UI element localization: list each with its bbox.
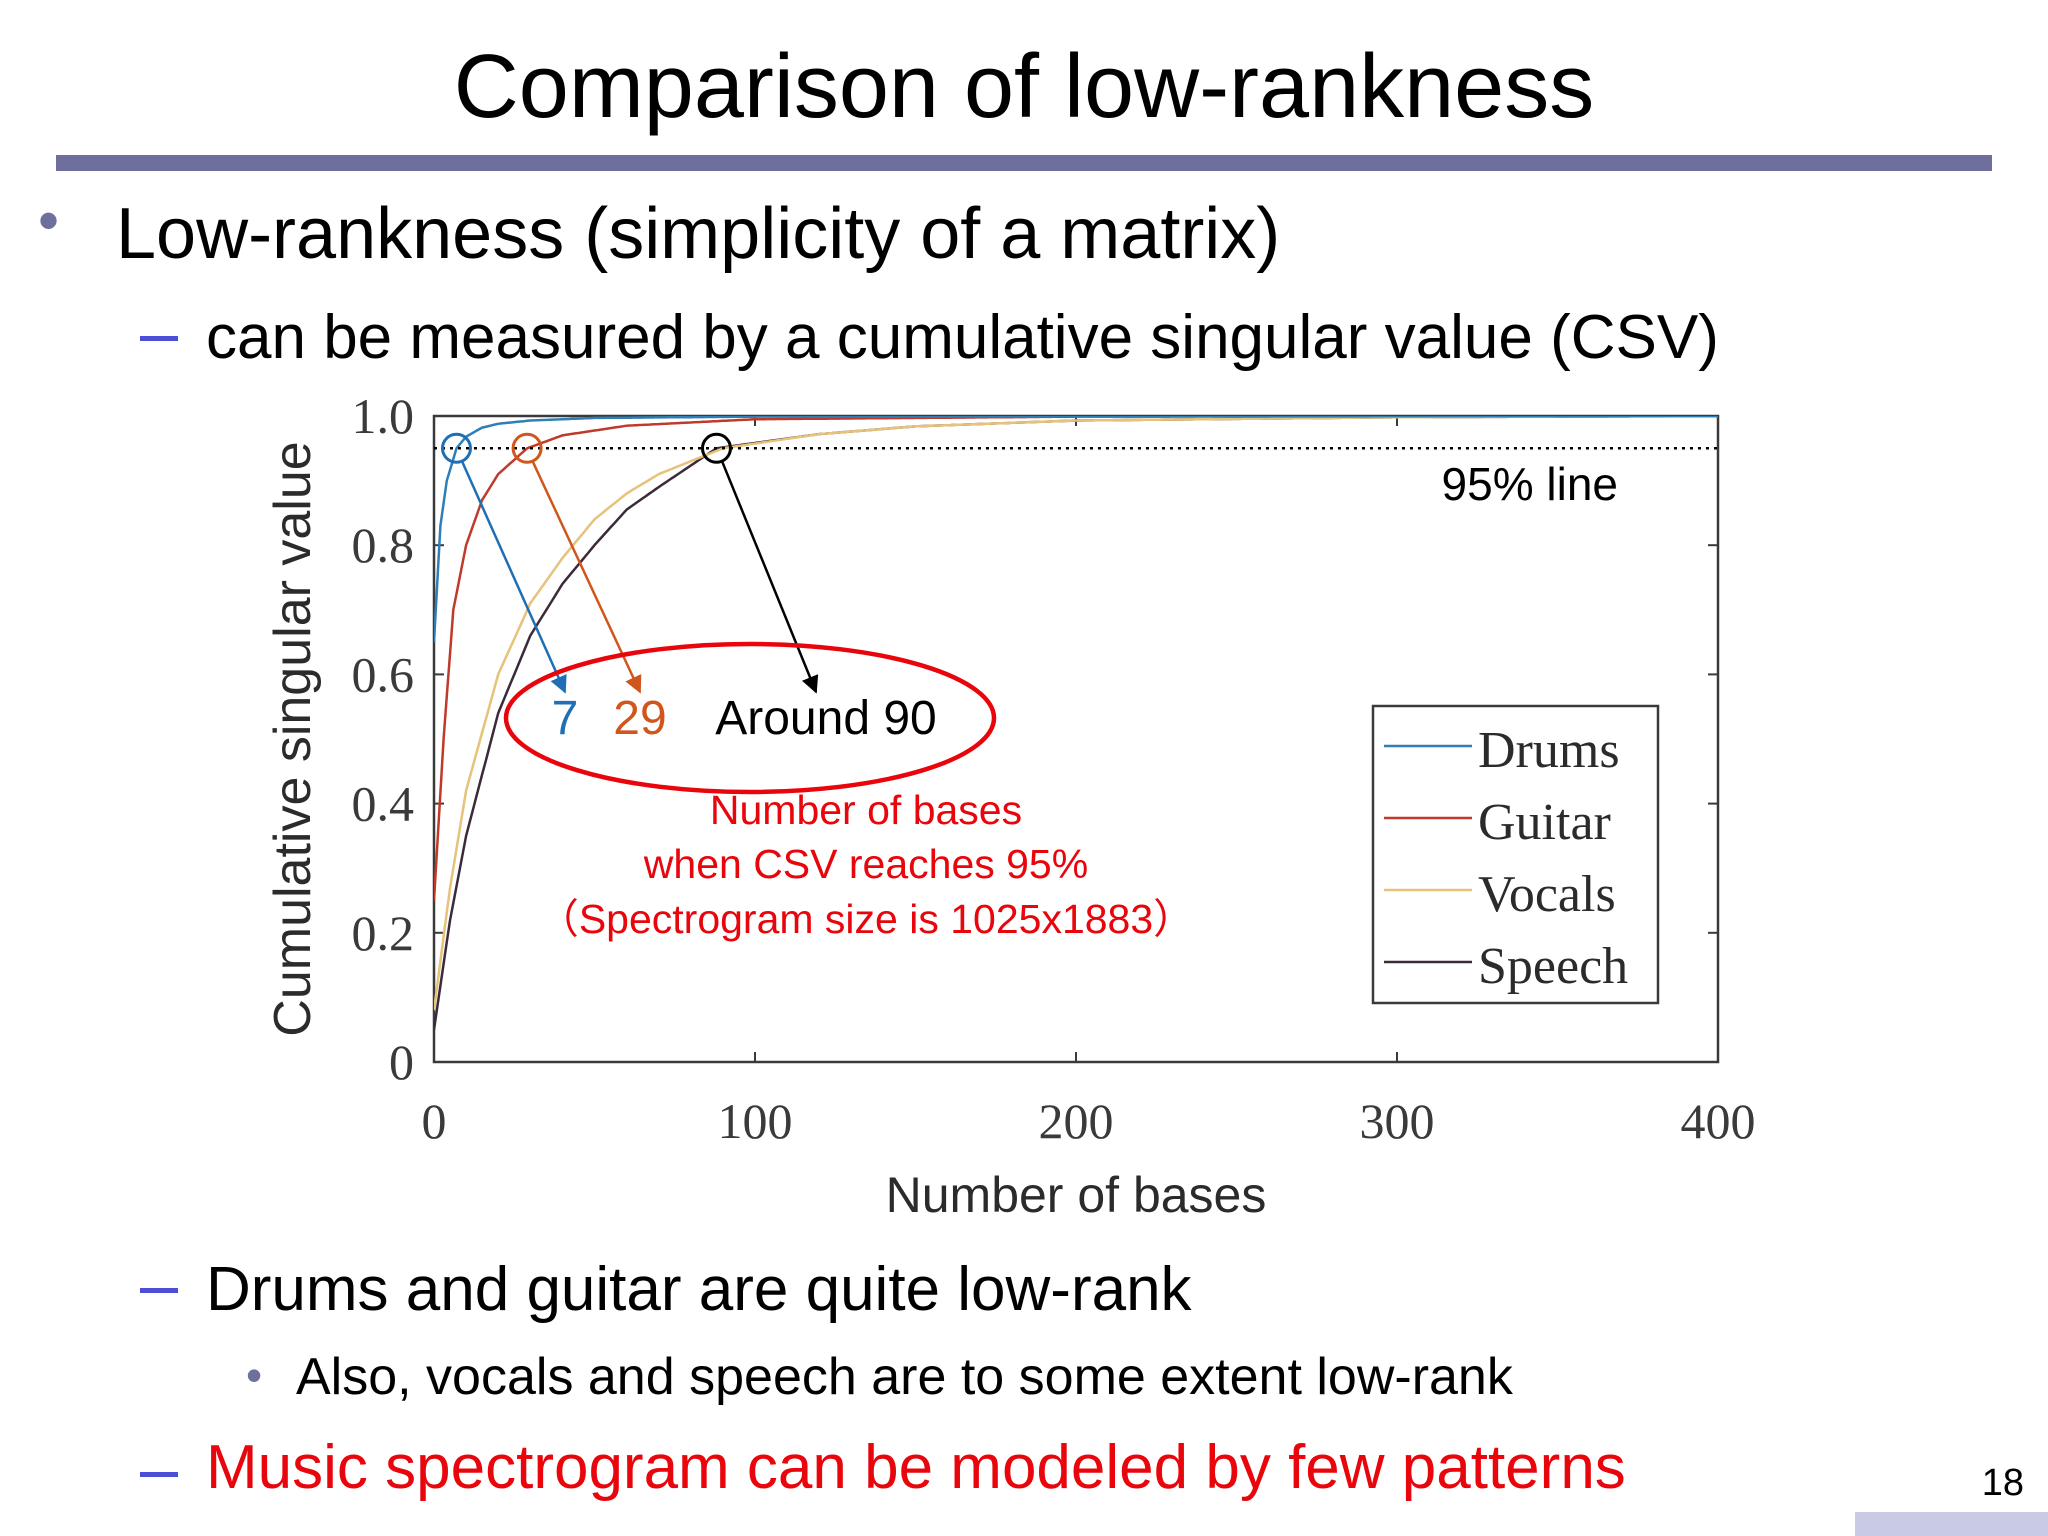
- y-tick-label: 1.0: [352, 388, 415, 444]
- x-tick-label: 200: [1039, 1093, 1114, 1149]
- annotations: 7 29 Around 90 Number of bases when CSV …: [440, 432, 1194, 942]
- bullet-low-rankness: Low-rankness (simplicity of a matrix): [116, 194, 1281, 274]
- bullet-csv: can be measured by a cumulative singular…: [206, 303, 1719, 372]
- x-tick-label: 100: [718, 1093, 793, 1149]
- y-tick-label: 0.2: [352, 905, 415, 961]
- drums-value-label: 7: [552, 692, 579, 745]
- speech-95-marker: [700, 432, 732, 464]
- x-tick-label: 400: [1681, 1093, 1756, 1149]
- bullet-small-dot: •: [246, 1349, 263, 1401]
- page-number: 18: [1981, 1462, 2024, 1504]
- drums-arrow: [461, 461, 567, 694]
- speech-arrow: [721, 461, 819, 694]
- series-line-drums: [434, 416, 1718, 643]
- corner-accent-bar: [1855, 1512, 2048, 1536]
- speech-value-label: Around 90: [715, 692, 937, 745]
- title-divider: [56, 155, 1992, 171]
- y-tick-labels: 0 0.2 0.4 0.6 0.8 1.0: [352, 388, 415, 1090]
- x-tick-label: 0: [422, 1093, 447, 1149]
- y-tick-label: 0.4: [352, 776, 415, 832]
- x-axis-label: Number of bases: [886, 1167, 1267, 1223]
- highlight-ellipse: [503, 641, 997, 795]
- bullet-dash: [140, 1288, 178, 1293]
- y-tick-label: 0.6: [352, 646, 415, 702]
- legend-label-vocals: Vocals: [1478, 866, 1616, 923]
- x-tick-labels: 0 100 200 300 400: [422, 1093, 1756, 1149]
- bullet-vocals-speech: Also, vocals and speech are to some exte…: [296, 1348, 1513, 1406]
- y-tick-label: 0.8: [352, 517, 415, 573]
- bullet-dot: •: [38, 187, 60, 254]
- legend-label-drums: Drums: [1478, 722, 1620, 779]
- note-line-2: when CSV reaches 95%: [643, 841, 1088, 887]
- slide-title: Comparison of low-rankness: [453, 37, 1595, 137]
- legend-label-speech: Speech: [1478, 938, 1628, 995]
- bullet-dash: [140, 336, 178, 341]
- legend-label-guitar: Guitar: [1478, 794, 1611, 851]
- legend: Drums Guitar Vocals Speech: [1371, 704, 1660, 1005]
- guitar-value-label: 29: [613, 692, 666, 745]
- bullet-dash: [140, 1472, 178, 1477]
- series-lines: [434, 416, 1718, 1030]
- ninety-five-percent-label: 95% line: [1442, 458, 1618, 510]
- y-axis-label: Cumulative singular value: [264, 441, 322, 1036]
- bullet-music-spectrogram: Music spectrogram can be modeled by few …: [206, 1433, 1626, 1502]
- note-line-3: （Spectrogram size is 1025x1883）: [538, 896, 1194, 942]
- bullet-drums-guitar: Drums and guitar are quite low-rank: [206, 1255, 1192, 1324]
- x-tick-label: 300: [1360, 1093, 1435, 1149]
- y-tick-label: 0: [389, 1034, 414, 1090]
- note-line-1: Number of bases: [710, 787, 1022, 833]
- guitar-95-marker: [511, 432, 543, 464]
- drums-95-marker: [440, 432, 472, 464]
- legend-box: [1371, 704, 1660, 1005]
